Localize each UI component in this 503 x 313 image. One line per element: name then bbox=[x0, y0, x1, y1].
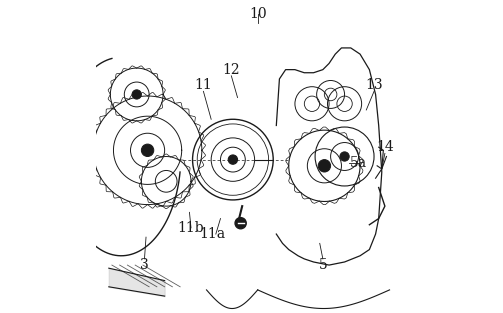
Text: 3: 3 bbox=[140, 258, 149, 272]
Circle shape bbox=[318, 160, 330, 172]
Circle shape bbox=[228, 155, 237, 164]
Text: 11b: 11b bbox=[178, 221, 204, 235]
Text: 13: 13 bbox=[365, 78, 383, 92]
Text: 12: 12 bbox=[222, 63, 240, 77]
Text: 10: 10 bbox=[249, 7, 267, 21]
Text: 14: 14 bbox=[376, 140, 394, 154]
Circle shape bbox=[235, 218, 246, 229]
Circle shape bbox=[132, 90, 141, 99]
Text: 11: 11 bbox=[195, 78, 212, 92]
Text: 5a: 5a bbox=[350, 156, 367, 170]
Text: 11a: 11a bbox=[200, 227, 226, 241]
Circle shape bbox=[340, 152, 349, 161]
Text: 5: 5 bbox=[318, 258, 327, 272]
Circle shape bbox=[141, 144, 154, 156]
